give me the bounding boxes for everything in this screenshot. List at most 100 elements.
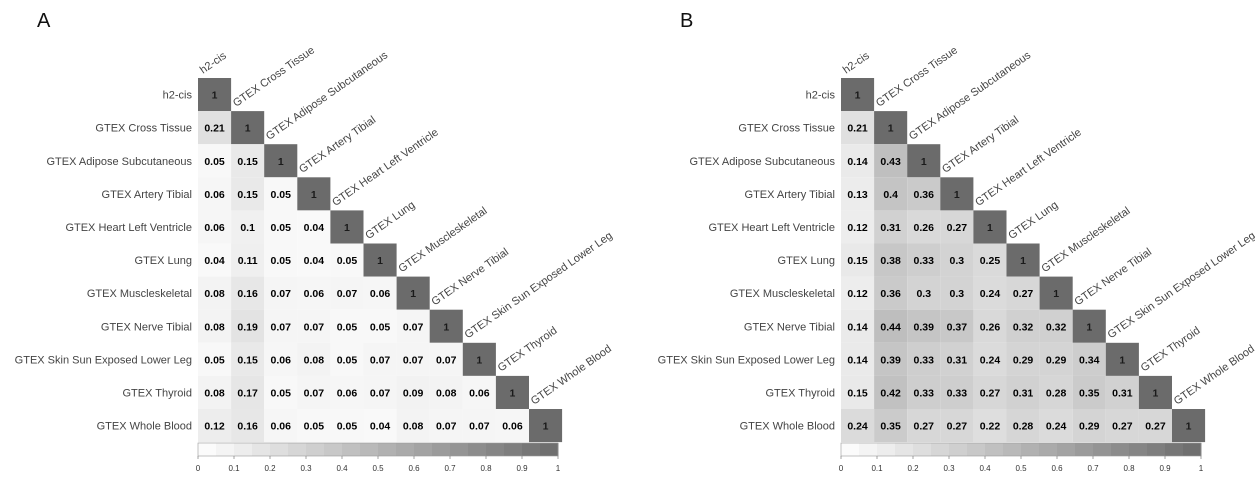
row-label: GTEX Nerve Tibial: [101, 321, 192, 333]
colorbar-tick-label: 0.5: [1015, 464, 1027, 473]
heatmap-cell: [940, 243, 974, 277]
heatmap-cell: [1138, 409, 1172, 443]
row-label: GTEX Muscleskeletal: [730, 288, 835, 300]
heatmap-cell: [940, 342, 974, 376]
cell-value-label: 0.34: [1079, 354, 1100, 366]
cell-value-label: 0.06: [370, 288, 391, 300]
column-label: GTEX Whole Blood: [1172, 343, 1255, 408]
row-label: GTEX Whole Blood: [97, 421, 192, 433]
heatmap-cell: [264, 309, 298, 343]
heatmap-cell: [231, 111, 265, 145]
heatmap-cell: [1006, 342, 1040, 376]
heatmap-cell: [297, 276, 331, 310]
cell-value-label: 0.05: [337, 321, 358, 333]
heatmap-cell: [297, 342, 331, 376]
heatmap-cell: [429, 409, 463, 443]
heatmap-cell: [874, 111, 908, 145]
heatmap-cell: [529, 409, 563, 443]
row-label: GTEX Cross Tissue: [738, 123, 835, 135]
colorbar-segment: [1147, 443, 1166, 456]
row-label: GTEX Adipose Subcutaneous: [46, 156, 192, 168]
colorbar-tick-label: 0.3: [300, 464, 312, 473]
heatmap-cell: [198, 177, 232, 211]
colorbar-segment: [1003, 443, 1022, 456]
heatmap-cell: [231, 342, 265, 376]
heatmap-cell: [907, 276, 941, 310]
heatmap-cell: [330, 309, 364, 343]
cell-value-label: 0.05: [271, 222, 292, 234]
heatmap-cell: [874, 409, 908, 443]
colorbar-segment: [1075, 443, 1094, 456]
colorbar-segment: [432, 443, 451, 456]
cell-value-label: 0.28: [1013, 421, 1034, 433]
heatmap-cell: [973, 276, 1007, 310]
column-label: GTEX Thyroid: [1139, 325, 1203, 375]
cell-value-label: 0.06: [304, 288, 325, 300]
row-label: GTEX Adipose Subcutaneous: [689, 156, 835, 168]
cell-value-label: 0.35: [880, 421, 901, 433]
cell-value-label: 1: [443, 321, 449, 333]
cell-value-label: 0.04: [304, 222, 325, 234]
row-label: GTEX Nerve Tibial: [744, 321, 835, 333]
heatmap-cell: [940, 309, 974, 343]
colorbar-segment: [198, 443, 217, 456]
cell-value-label: 0.12: [847, 288, 868, 300]
cell-value-label: 0.27: [947, 222, 968, 234]
heatmap-cell: [940, 276, 974, 310]
cell-value-label: 0.27: [1145, 421, 1166, 433]
colorbar-segment: [967, 443, 986, 456]
heatmap-cell: [1006, 409, 1040, 443]
heatmap-cell: [297, 309, 331, 343]
cell-value-label: 0.15: [237, 189, 258, 201]
heatmap-cell: [264, 342, 298, 376]
column-label: GTEX Artery Tibial: [940, 114, 1021, 176]
cell-value-label: 0.14: [847, 354, 868, 366]
heatmap-cell: [841, 177, 875, 211]
colorbar-segment: [1183, 443, 1202, 456]
cell-value-label: 0.06: [271, 421, 292, 433]
heatmap-cell: [330, 243, 364, 277]
row-label: h2-cis: [163, 90, 193, 102]
heatmap-cell: [363, 309, 397, 343]
cell-value-label: 0.08: [436, 387, 457, 399]
row-label: GTEX Artery Tibial: [102, 189, 192, 201]
heatmap-cell: [198, 342, 232, 376]
colorbar-segment: [504, 443, 523, 456]
heatmap-cell: [231, 375, 265, 409]
row-label: GTEX Thyroid: [123, 387, 193, 399]
heatmap-cell: [231, 409, 265, 443]
cell-value-label: 1: [344, 222, 350, 234]
cell-value-label: 0.27: [914, 421, 935, 433]
row-label: GTEX Artery Tibial: [745, 189, 835, 201]
colorbar-tick-label: 1: [556, 464, 561, 473]
colorbar-segment: [486, 443, 505, 456]
colorbar-segment: [1039, 443, 1058, 456]
cell-value-label: 0.08: [204, 288, 225, 300]
cell-value-label: 0.1: [240, 222, 255, 234]
row-label: h2-cis: [806, 90, 836, 102]
heatmap-cell: [973, 375, 1007, 409]
heatmap-cell: [231, 243, 265, 277]
cell-value-label: 0.05: [204, 354, 225, 366]
heatmap-cell: [1172, 409, 1206, 443]
cell-value-label: 0.19: [237, 321, 258, 333]
colorbar-tick-label: 0.9: [1159, 464, 1171, 473]
cell-value-label: 0.15: [237, 354, 258, 366]
cell-value-label: 0.33: [914, 255, 935, 267]
heatmap-cell: [462, 342, 496, 376]
heatmap-cell: [396, 276, 430, 310]
heatmap-cell: [907, 375, 941, 409]
heatmap-cell: [363, 409, 397, 443]
colorbar-tick-label: 0.7: [1087, 464, 1099, 473]
cell-value-label: 1: [377, 255, 383, 267]
heatmap-cell: [874, 375, 908, 409]
heatmap-cell: [198, 78, 232, 112]
cell-value-label: 0.06: [502, 421, 523, 433]
cell-value-label: 0.31: [880, 222, 901, 234]
colorbar-segment: [1057, 443, 1076, 456]
cell-value-label: 1: [278, 156, 284, 168]
cell-value-label: 0.14: [847, 321, 868, 333]
colorbar-tick-label: 0.4: [336, 464, 348, 473]
heatmap-cell: [396, 409, 430, 443]
